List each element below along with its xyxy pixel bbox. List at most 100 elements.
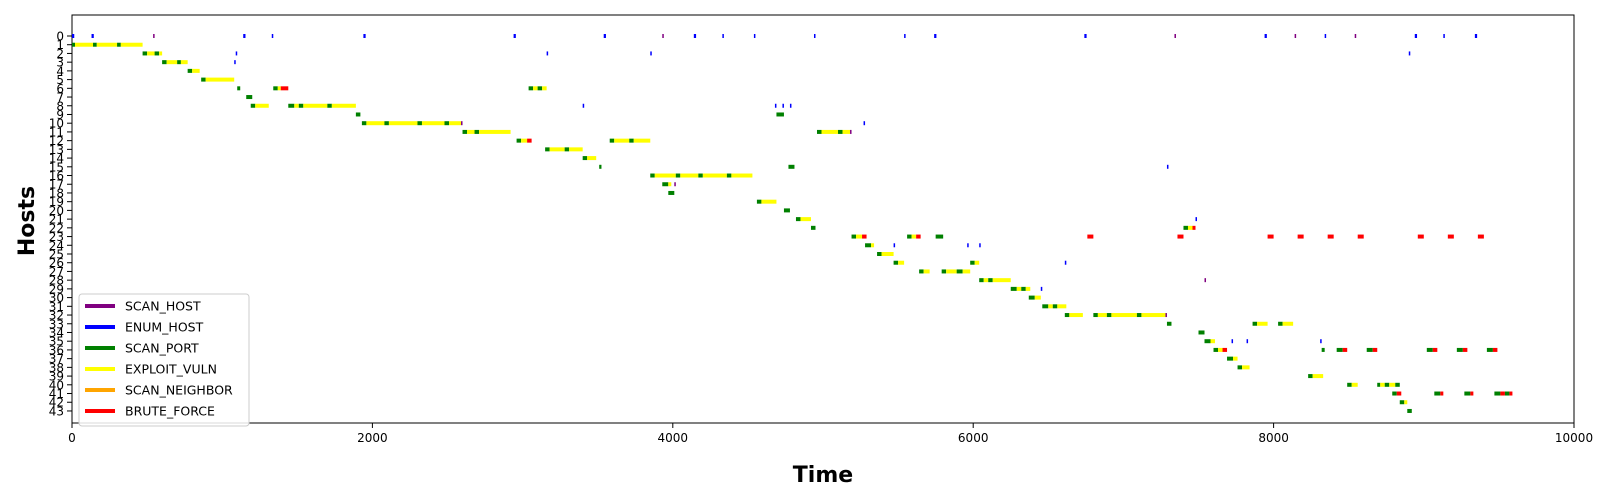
event-bar-exploit-vuln: [1404, 400, 1408, 405]
event-bar-exploit-vuln: [654, 173, 676, 178]
event-bar-enum-host: [91, 34, 94, 38]
y-tick-label: 10: [49, 117, 64, 131]
event-bar-scan-port: [941, 269, 947, 274]
event-bar-enum-host: [753, 34, 756, 38]
y-tick-label: 8: [56, 99, 64, 113]
y-tick-label: 5: [56, 73, 64, 87]
event-bar-brute-force: [862, 234, 867, 239]
event-bar-exploit-vuln: [1048, 304, 1053, 309]
event-bar-brute-force: [1267, 234, 1274, 239]
event-bar-scan-port: [288, 103, 295, 108]
y-tick-label: 13: [49, 143, 64, 157]
event-bar-brute-force: [1297, 234, 1304, 239]
y-tick-label: 29: [49, 282, 64, 296]
event-bar-scan-port: [1204, 339, 1211, 344]
event-bar-scan-port: [1052, 304, 1058, 309]
event-bar-scan-port: [1395, 382, 1400, 387]
event-bar-enum-host: [1408, 51, 1411, 56]
event-bar-scan-port: [1308, 374, 1313, 379]
event-bar-scan-port: [851, 234, 857, 239]
event-bar-scan-port: [1021, 286, 1026, 291]
y-tick-label: 2: [56, 47, 64, 61]
event-bar-enum-host: [1264, 34, 1267, 38]
event-bar-scan-port: [838, 129, 843, 134]
event-bar-brute-force: [1357, 234, 1364, 239]
event-bar-exploit-vuln: [800, 217, 811, 222]
event-bar-exploit-vuln: [1389, 382, 1396, 387]
x-axis-title: Time: [793, 463, 853, 488]
event-bar-scan-port: [726, 173, 732, 178]
event-bar-exploit-vuln: [421, 121, 445, 126]
event-bar-exploit-vuln: [974, 260, 980, 265]
event-bar-scan-port: [564, 147, 570, 152]
event-bar-scan-port: [1227, 356, 1234, 361]
event-bar-exploit-vuln: [366, 121, 385, 126]
event-bar-enum-host: [967, 243, 969, 248]
event-bar-exploit-vuln: [1312, 374, 1324, 379]
y-tick-label: 37: [49, 352, 64, 366]
event-bar-scan-port: [1377, 382, 1381, 387]
event-bar-brute-force: [1327, 234, 1334, 239]
event-bar-scan-port: [668, 190, 675, 195]
event-bar-scan-port: [237, 86, 241, 91]
event-bar-scan-host: [1294, 34, 1297, 38]
event-bar-scan-port: [537, 86, 543, 91]
event-bar-scan-port: [877, 252, 882, 256]
event-bar-brute-force: [1417, 234, 1424, 239]
y-tick-label: 34: [49, 326, 64, 340]
y-tick-label: 36: [49, 343, 64, 357]
event-bar-scan-port: [1183, 225, 1188, 230]
event-bar-exploit-vuln: [303, 103, 328, 108]
event-bar-exploit-vuln: [569, 147, 583, 152]
y-tick-label: 30: [49, 291, 64, 305]
event-bar-exploit-vuln: [1141, 313, 1166, 318]
event-bar-brute-force: [1372, 347, 1378, 352]
event-bar-scan-port: [1213, 347, 1219, 352]
event-bar-scan-host: [662, 34, 664, 38]
event-bar-enum-host: [235, 51, 238, 56]
event-bar-enum-host: [893, 243, 896, 248]
x-tick-label: 6000: [958, 431, 989, 445]
event-bar-enum-host: [271, 34, 274, 38]
event-bar-exploit-vuln: [1351, 382, 1358, 387]
event-bar-enum-host: [722, 34, 724, 38]
event-bar-brute-force: [1177, 234, 1184, 239]
y-tick-label: 18: [49, 186, 64, 200]
event-bar-exploit-vuln: [549, 147, 565, 152]
y-tick-label: 35: [49, 335, 64, 349]
y-tick-label: 20: [49, 204, 64, 218]
event-bar-enum-host: [1064, 260, 1067, 265]
event-bar-exploit-vuln: [479, 129, 511, 134]
event-bar-enum-host: [1246, 339, 1249, 344]
event-bar-exploit-vuln: [633, 138, 651, 143]
event-bar-scan-port: [788, 164, 795, 169]
event-bar-enum-host: [234, 60, 236, 65]
event-bar-exploit-vuln: [702, 173, 727, 178]
y-axis: 0123456789101112131415161718192021222324…: [49, 30, 72, 418]
event-bar-scan-port: [250, 103, 256, 108]
event-bar-exploit-vuln: [120, 42, 143, 47]
event-bar-exploit-vuln: [1057, 304, 1067, 309]
x-tick-label: 8000: [1258, 431, 1289, 445]
event-bar-exploit-vuln: [166, 60, 178, 65]
event-bar-enum-host: [774, 103, 777, 108]
event-bar-enum-host: [1195, 217, 1197, 222]
event-bar-scan-port: [1384, 382, 1390, 387]
event-bar-scan-port: [893, 260, 899, 265]
event-bar-enum-host: [693, 34, 697, 38]
y-tick-label: 38: [49, 361, 64, 375]
event-bar-scan-port: [1336, 347, 1343, 352]
event-bar-brute-force: [527, 138, 532, 143]
y-tick-label: 28: [49, 274, 64, 288]
event-bar-scan-port: [177, 60, 181, 65]
event-bar-exploit-vuln: [1034, 295, 1041, 300]
event-bar-brute-force: [1500, 391, 1505, 396]
event-bar-scan-port: [650, 173, 655, 178]
event-bar-enum-host: [513, 34, 516, 38]
event-bar-scan-port: [907, 234, 912, 239]
event-bar-enum-host: [934, 34, 937, 38]
event-bar-scan-port: [865, 243, 872, 248]
event-bar-scan-port: [1426, 347, 1433, 352]
event-bar-exploit-vuln: [761, 199, 777, 204]
y-tick-label: 26: [49, 256, 64, 270]
